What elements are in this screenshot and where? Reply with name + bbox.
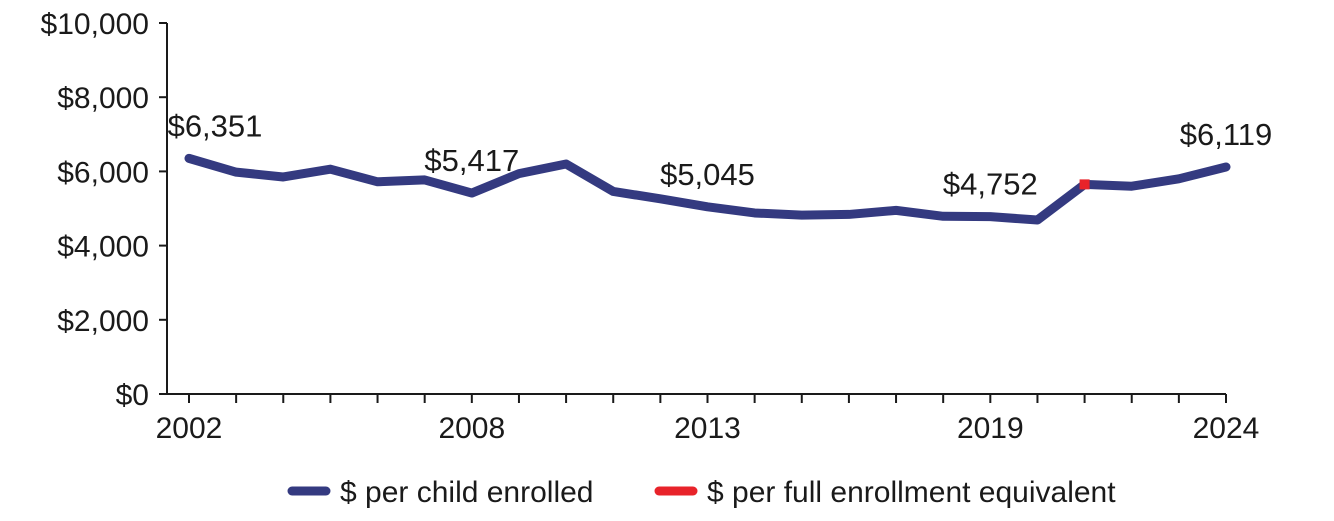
y-tick-label: $8,000 (57, 82, 149, 115)
data-label: $6,119 (1180, 117, 1273, 152)
legend-label: $ per full enrollment equivalent (707, 476, 1116, 509)
data-label: $5,045 (660, 157, 755, 192)
x-tick-label: 2008 (438, 412, 505, 445)
x-tick-label: 2002 (156, 412, 223, 445)
data-labels: $6,351 $5,417 $5,045 $4,752 $6,119 (168, 108, 1273, 201)
y-tick-label: $10,000 (41, 8, 149, 41)
x-tick-label: 2024 (1193, 412, 1260, 445)
legend: $ per child enrolled $ per full enrollmen… (287, 476, 1116, 509)
series-line-0 (184, 153, 1231, 225)
legend-label: $ per child enrolled (340, 476, 594, 509)
data-label: $5,417 (424, 143, 519, 178)
series-layer (184, 153, 1231, 225)
data-label: $4,752 (943, 167, 1038, 202)
y-tick-label: $4,000 (57, 231, 149, 264)
y-tick-label: $0 (116, 379, 149, 412)
x-axis: 2002 2008 2013 2019 2024 (156, 393, 1260, 445)
y-tick-label: $6,000 (57, 156, 149, 189)
x-tick-label: 2019 (957, 412, 1024, 445)
y-axis: $0 $2,000 $4,000 $6,000 $8,000 $10,000 (41, 8, 168, 412)
y-tick-label: $2,000 (57, 305, 149, 338)
data-label: $6,351 (168, 108, 263, 143)
x-tick-label: 2013 (674, 412, 741, 445)
series-point-1 (1079, 179, 1090, 190)
